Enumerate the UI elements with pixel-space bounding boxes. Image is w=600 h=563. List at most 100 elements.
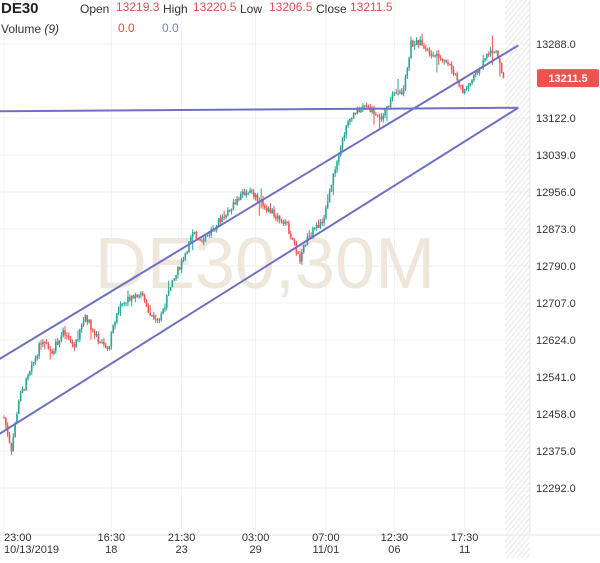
candles[interactable] (3, 33, 505, 455)
candle-body[interactable] (180, 260, 183, 270)
candle-body[interactable] (169, 287, 172, 292)
candle-body[interactable] (158, 319, 161, 321)
candle-body[interactable] (308, 235, 311, 238)
candle-body[interactable] (356, 107, 359, 114)
candle-body[interactable] (138, 294, 140, 298)
candle-body[interactable] (463, 89, 466, 94)
candle-body[interactable] (406, 68, 409, 77)
candle-body[interactable] (447, 61, 449, 64)
candle-body[interactable] (497, 51, 499, 59)
candle-body[interactable] (40, 343, 42, 345)
candle-body[interactable] (476, 70, 479, 73)
candle-body[interactable] (267, 208, 270, 212)
candle-body[interactable] (201, 240, 203, 242)
candle-body[interactable] (393, 92, 396, 94)
candle-body[interactable] (171, 280, 174, 288)
candle-body[interactable] (264, 206, 266, 208)
candle-body[interactable] (373, 108, 375, 115)
candle-body[interactable] (321, 221, 323, 224)
candle-body[interactable] (221, 216, 224, 222)
candle-body[interactable] (160, 313, 163, 321)
candle-body[interactable] (280, 220, 283, 222)
candle-body[interactable] (456, 73, 459, 80)
candle-body[interactable] (452, 69, 455, 75)
candle-body[interactable] (16, 413, 18, 424)
price-axis[interactable]: 13288.0 13122.0 13039.0 12956.0 12873.0 12790… (536, 39, 576, 495)
candle-body[interactable] (289, 233, 292, 238)
candle-body[interactable] (45, 342, 48, 344)
candle-body[interactable] (240, 194, 242, 200)
candle-body[interactable] (397, 93, 399, 95)
candle-body[interactable] (354, 112, 357, 114)
candle-body[interactable] (325, 207, 327, 218)
candle-body[interactable] (412, 40, 414, 47)
candle-body[interactable] (164, 307, 166, 310)
candle-body[interactable] (462, 85, 464, 94)
candle-body[interactable] (417, 40, 420, 46)
candle-body[interactable] (363, 105, 366, 107)
candle-body[interactable] (288, 222, 290, 234)
candle-body[interactable] (77, 339, 79, 341)
candle-body[interactable] (341, 138, 344, 148)
candle-body[interactable] (382, 115, 385, 120)
candle-body[interactable] (154, 318, 157, 320)
candle-body[interactable] (499, 58, 501, 64)
candle-body[interactable] (441, 58, 444, 62)
candle-body[interactable] (49, 349, 52, 351)
candle-body[interactable] (71, 341, 74, 344)
candle-body[interactable] (378, 115, 381, 117)
candle-body[interactable] (376, 114, 379, 116)
candle-body[interactable] (399, 91, 401, 94)
candle-body[interactable] (206, 234, 209, 237)
candle-body[interactable] (132, 295, 135, 299)
candle-body[interactable] (343, 135, 346, 139)
candle-body[interactable] (51, 350, 53, 354)
candle-body[interactable] (12, 436, 15, 452)
candle-body[interactable] (104, 344, 107, 349)
candle-body[interactable] (108, 346, 111, 349)
candle-body[interactable] (73, 343, 76, 348)
candle-body[interactable] (500, 63, 503, 74)
candle-body[interactable] (186, 251, 188, 254)
candle-body[interactable] (79, 329, 81, 340)
candle-body[interactable] (334, 169, 336, 174)
candle-body[interactable] (493, 51, 496, 53)
candle-body[interactable] (284, 221, 286, 224)
candle-body[interactable] (42, 341, 44, 345)
candle-body[interactable] (199, 239, 201, 241)
candle-body[interactable] (365, 105, 368, 107)
trendlines[interactable] (0, 44, 519, 435)
candle-body[interactable] (352, 112, 355, 118)
candle-body[interactable] (93, 331, 96, 336)
candle-body[interactable] (423, 45, 425, 49)
candle-body[interactable] (426, 49, 429, 51)
candle-body[interactable] (123, 303, 126, 305)
candle-body[interactable] (415, 40, 418, 45)
candle-body[interactable] (149, 312, 151, 316)
candle-body[interactable] (443, 60, 446, 62)
candle-body[interactable] (116, 313, 118, 323)
candle-body[interactable] (162, 309, 164, 314)
candle-body[interactable] (302, 244, 305, 253)
candle-body[interactable] (389, 99, 392, 107)
candle-body[interactable] (225, 215, 227, 218)
candle-body[interactable] (265, 207, 268, 212)
candle-body[interactable] (80, 324, 83, 330)
candle-body[interactable] (227, 210, 229, 216)
candle-body[interactable] (56, 341, 59, 345)
candle-body[interactable] (304, 244, 307, 246)
candle-body[interactable] (384, 109, 386, 116)
candle-body[interactable] (64, 330, 66, 336)
candle-body[interactable] (36, 355, 39, 359)
candle-body[interactable] (277, 215, 279, 219)
candle-body[interactable] (478, 68, 481, 73)
candle-body[interactable] (14, 423, 16, 437)
candle-body[interactable] (173, 278, 175, 281)
candle-body[interactable] (234, 202, 237, 205)
candle-body[interactable] (53, 351, 55, 354)
candle-body[interactable] (5, 417, 7, 426)
candle-body[interactable] (432, 55, 434, 57)
candle-body[interactable] (388, 106, 390, 108)
candle-body[interactable] (34, 358, 37, 363)
candle-body[interactable] (18, 400, 20, 414)
